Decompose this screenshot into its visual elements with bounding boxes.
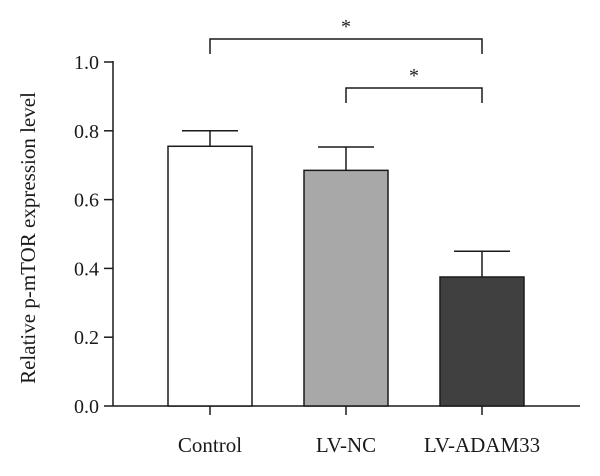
y-tick-label: 1.0 [74, 52, 99, 74]
y-tick-label: 0.0 [74, 396, 99, 418]
y-tick-label: 0.2 [74, 327, 99, 349]
significance-bracket [209, 38, 483, 54]
bar-lv-adam33 [439, 276, 525, 407]
x-tick-label: LV-NC [316, 433, 376, 457]
y-tick-label: 0.6 [74, 190, 99, 212]
x-tick-label: LV-ADAM33 [424, 433, 540, 457]
y-tick-label: 0.4 [74, 258, 99, 280]
y-axis-title: Relative p-mTOR expression level [16, 92, 40, 384]
x-axis: Control LV-NC LV-ADAM33 [113, 405, 580, 457]
bar-lv-nc [303, 169, 389, 407]
bar-control [167, 145, 253, 407]
bars [167, 145, 525, 407]
error-bars [182, 130, 510, 277]
x-tick-label: Control [178, 433, 242, 457]
significance-bracket [345, 87, 483, 103]
significance-marker: * [341, 16, 351, 38]
y-tick-label: 0.8 [74, 121, 99, 143]
y-axis: 0.0 0.2 0.4 0.6 0.8 1.0 [74, 52, 114, 418]
significance-brackets: ** [209, 16, 483, 103]
significance-marker: * [409, 65, 419, 87]
